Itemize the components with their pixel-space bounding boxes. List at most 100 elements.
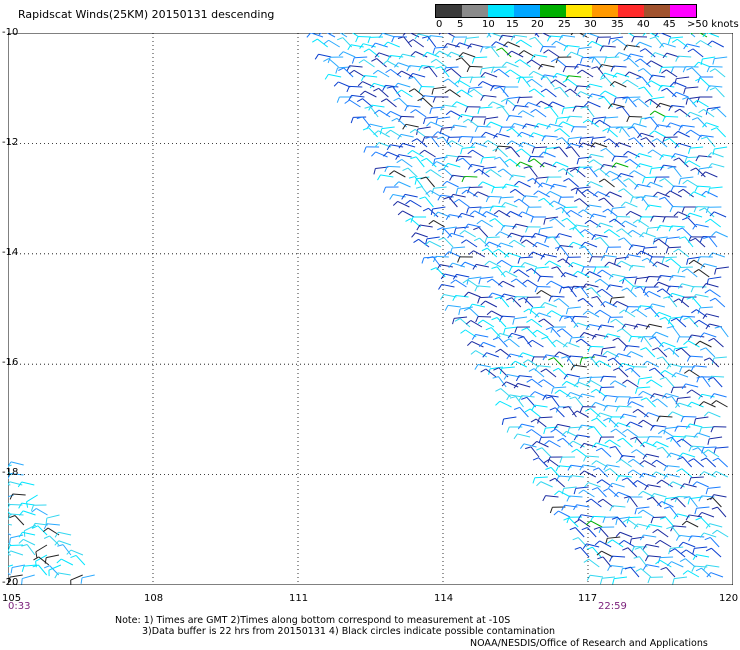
wind-barb [687, 146, 704, 154]
wind-barb [704, 218, 722, 228]
wind-barb [651, 398, 668, 408]
wind-barb [532, 457, 549, 468]
wind-barb [707, 186, 723, 195]
wind-barb [584, 219, 601, 228]
legend-color-swatch [540, 5, 566, 17]
wind-barb [610, 206, 626, 215]
wind-barb [372, 69, 390, 78]
wind-barb [705, 523, 723, 529]
wind-barb [707, 436, 723, 445]
wind-barb [682, 66, 699, 73]
wind-barb [565, 306, 581, 315]
wind-barb [672, 576, 688, 585]
wind-barb [470, 350, 488, 358]
wind-barb [526, 78, 543, 88]
footnote-line-2: 3)Data buffer is 22 hrs from 20150131 4)… [142, 626, 556, 637]
wind-barb [540, 88, 557, 98]
wind-barb [646, 379, 663, 388]
wind-barb [474, 285, 491, 292]
wind-barb [655, 102, 673, 109]
wind-barb [706, 497, 722, 508]
wind-barb [505, 115, 523, 122]
wind-speed-legend: 0 5 10 15 20 25 30 35 40 45 >50 knots [435, 4, 740, 34]
wind-barb [551, 339, 568, 348]
wind-barb [543, 49, 560, 58]
wind-barb [570, 187, 587, 198]
wind-barb [435, 66, 450, 78]
wind-barb [692, 223, 709, 230]
wind-barb [694, 185, 711, 192]
wind-barb [669, 206, 686, 213]
wind-barb [638, 86, 653, 98]
wind-barb [469, 210, 487, 218]
wind-barb [687, 334, 705, 341]
wind-barb [371, 151, 388, 158]
wind-barb [555, 56, 572, 64]
wind-barb [711, 400, 728, 408]
wind-barb [701, 446, 717, 454]
wind-barb [521, 239, 538, 248]
wind-barb [463, 291, 481, 298]
wind-barb [442, 78, 459, 88]
wind-barb [701, 283, 719, 289]
wind-barb [627, 469, 645, 478]
wind-barb [26, 494, 38, 508]
wind-barb [705, 486, 721, 495]
wind-barb [549, 477, 565, 488]
wind-barb [386, 144, 404, 151]
wind-barb [627, 396, 643, 404]
legend-color-swatch [644, 5, 670, 17]
wind-barb [483, 116, 499, 125]
wind-barb [415, 186, 431, 198]
wind-barb [469, 76, 486, 84]
wind-barb [330, 33, 348, 38]
wind-barb [581, 266, 597, 273]
wind-barb [706, 66, 723, 73]
wind-barb [575, 338, 592, 348]
wind-barb [666, 326, 681, 338]
lat-label: -18 [2, 467, 19, 478]
wind-barb [648, 74, 666, 81]
wind-barb [669, 548, 686, 558]
wind-barb [612, 576, 628, 585]
wind-barb [8, 542, 12, 546]
wind-barb [663, 496, 679, 505]
wind-barb [615, 531, 633, 538]
wind-barb [596, 222, 613, 228]
lon-label: 120 [719, 593, 739, 604]
wind-barb [565, 146, 580, 158]
wind-barb [712, 146, 728, 156]
wind-barb [492, 147, 508, 158]
wind-barb [543, 458, 560, 468]
wind-barb [681, 206, 698, 213]
wind-barb [639, 472, 656, 479]
wind-barb [398, 142, 416, 149]
time-label-right: 22:59 [598, 601, 627, 612]
wind-barb [588, 426, 603, 438]
wind-barb [675, 55, 692, 62]
wind-barb [662, 136, 678, 144]
wind-barb [694, 506, 710, 515]
wind-barb [690, 286, 707, 293]
wind-barb [384, 165, 401, 173]
wind-barb [677, 283, 695, 289]
wind-barb [473, 226, 489, 238]
wind-barb [417, 97, 433, 108]
wind-barb [530, 216, 547, 223]
wind-barb [566, 495, 583, 502]
wind-barb [569, 396, 584, 408]
wind-barb [512, 296, 529, 303]
wind-barb [568, 261, 586, 268]
wind-barb [679, 366, 695, 373]
wind-barb [616, 228, 633, 238]
wind-barb [518, 141, 536, 148]
wind-barb [547, 101, 565, 108]
wind-barb [542, 354, 559, 361]
wind-barb [496, 242, 514, 248]
wind-barb [595, 36, 612, 44]
wind-barb [523, 166, 538, 178]
wind-barb [675, 534, 693, 541]
wind-barb [506, 353, 523, 360]
wind-barb [314, 53, 332, 60]
wind-barb [425, 169, 442, 178]
